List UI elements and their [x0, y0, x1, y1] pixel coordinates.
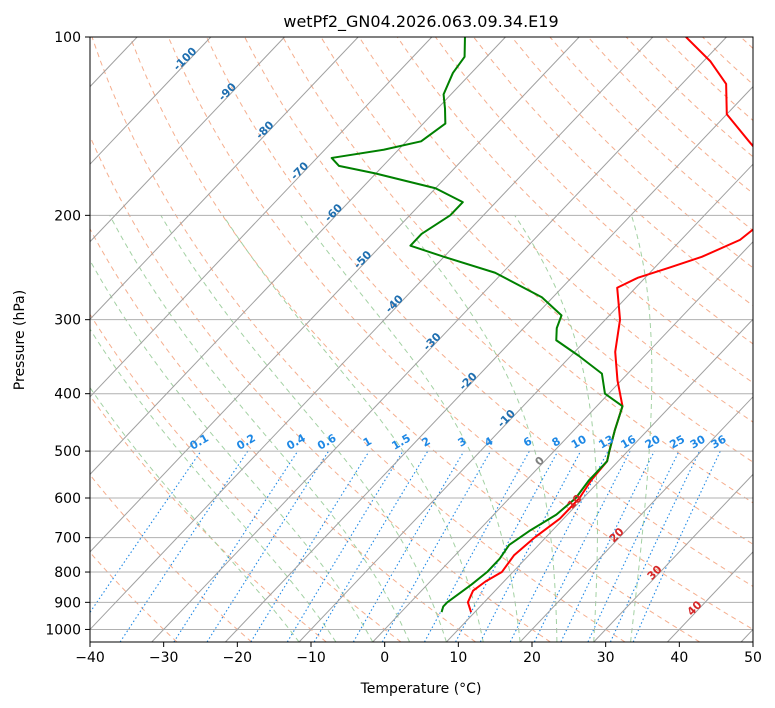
x-tick-label: 20 [523, 650, 541, 666]
isotherm-gridline [90, 37, 285, 243]
x-tick-label: −30 [149, 650, 179, 666]
moist-adiabat-line [160, 215, 447, 642]
x-tick-label: 40 [670, 650, 688, 666]
y-tick-label: 600 [54, 491, 81, 507]
isotherm-gridline [90, 37, 212, 165]
dewpoint-profile-line [330, 37, 624, 613]
moist-adiabat-line [90, 259, 374, 642]
axis-ticks: −40 −30 −20 −10 0 10 20 30 40 50 100 200 300 400 500 60… [45, 30, 762, 666]
moist-adiabat-line [90, 386, 300, 642]
y-axis-label: Pressure (hPa) [12, 290, 28, 390]
moist-adiabat-line [630, 215, 653, 642]
mixing-ratio-line [533, 450, 631, 642]
isotherm-gridline [90, 37, 359, 320]
isotherm-gridline [225, 85, 753, 642]
y-tick-label: 300 [54, 313, 81, 329]
temperature-profile-line [466, 37, 753, 613]
isotherm-gridline [372, 241, 753, 642]
isobar-gridlines [90, 37, 753, 630]
isotherm-gridline [298, 163, 753, 642]
y-tick-label: 100 [54, 30, 81, 46]
mixing-ratio-line [250, 450, 370, 642]
isotherm-gridline [90, 37, 580, 553]
dry-adiabat-line [396, 37, 753, 384]
plot-frame [89, 36, 754, 643]
mixing-ratio-line [381, 450, 492, 642]
y-tick-label: 400 [54, 387, 81, 403]
dry-adiabat-line [90, 473, 252, 642]
dry-adiabat-line [206, 37, 753, 587]
moist-adiabat-line [300, 215, 521, 642]
mixing-ratio-line [560, 450, 655, 642]
mixing-ratio-line [424, 450, 530, 642]
x-tick-label: −10 [296, 650, 326, 666]
mixing-ratio-lines [90, 450, 721, 642]
isotherm-gridline [446, 318, 753, 642]
dry-adiabat-line [282, 37, 753, 504]
isotherm-gridline [90, 37, 654, 631]
y-tick-label: 200 [54, 208, 81, 224]
isotherm-gridline [151, 37, 727, 642]
x-axis-label: Temperature (°C) [360, 681, 482, 697]
x-tick-label: 0 [380, 650, 389, 666]
mixing-ratio-line [173, 450, 299, 642]
dry-adiabat-line [91, 37, 626, 642]
moist-adiabat-line [90, 328, 337, 642]
chart-title: wetPf2_GN04.2026.063.09.34.E19 [283, 12, 558, 32]
moist-adiabat-line [222, 215, 484, 642]
x-tick-label: 10 [449, 650, 467, 666]
y-tick-label: 1000 [45, 622, 81, 638]
y-tick-label: 800 [54, 565, 81, 581]
dry-adiabat-line [90, 227, 476, 642]
isotherm-gridline [519, 396, 753, 642]
moist-adiabat-line [109, 215, 411, 642]
x-tick-label: 50 [744, 650, 762, 666]
x-tick-label: 30 [597, 650, 615, 666]
mixing-ratio-line [206, 450, 330, 642]
y-tick-label: 500 [54, 444, 81, 460]
mixing-ratio-line [455, 450, 559, 642]
isotherm-gridline [90, 37, 433, 398]
isotherm-gridline [90, 37, 506, 476]
y-tick-label: 900 [54, 595, 81, 611]
mixing-ratio-line [286, 450, 404, 642]
profile-series [330, 37, 753, 613]
isotherm-gridlines [90, 37, 753, 642]
x-tick-label: −40 [75, 650, 105, 666]
dry-adiabat-line [90, 135, 551, 642]
x-tick-label: −20 [223, 650, 253, 666]
moist-adiabat-line [514, 215, 598, 642]
dry-adiabat-line [167, 37, 753, 631]
isotherm-gridline [593, 473, 753, 642]
y-tick-label: 700 [54, 531, 81, 547]
dry-adiabat-line [129, 37, 701, 642]
